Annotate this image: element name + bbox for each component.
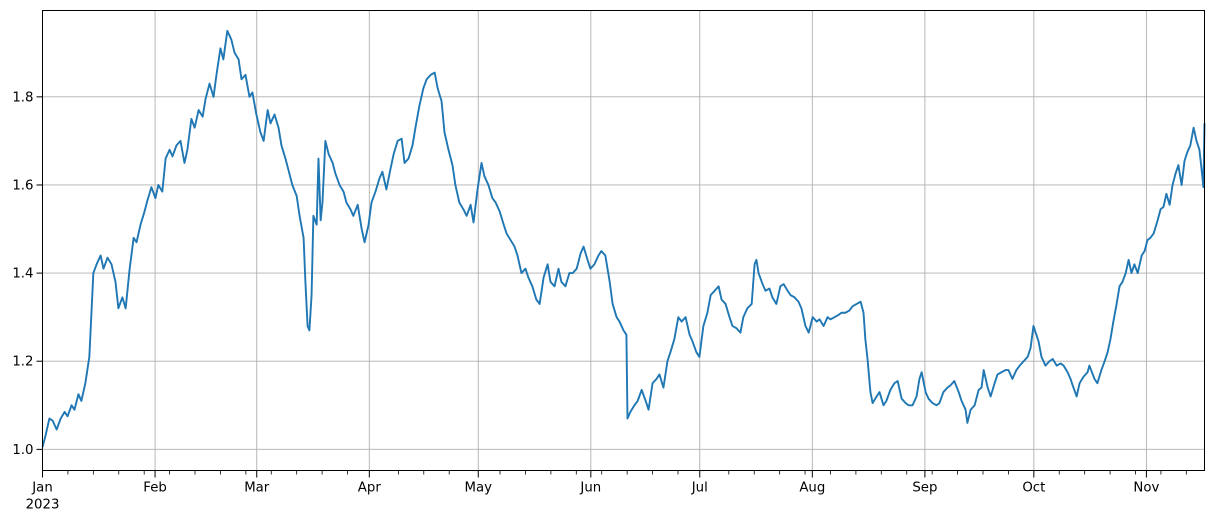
x-tick-label: Apr bbox=[358, 481, 382, 496]
plot-border bbox=[42, 10, 1205, 471]
x-tick-label: Mar bbox=[244, 481, 270, 496]
x-tick-label: Nov bbox=[1133, 481, 1159, 496]
x-tick-label: Jan bbox=[31, 481, 53, 496]
y-tick-label: 1.4 bbox=[12, 267, 33, 282]
x-tick-label: Jul bbox=[691, 481, 708, 496]
y-tick-label: 1.8 bbox=[12, 90, 33, 105]
y-tick-label: 1.6 bbox=[12, 178, 33, 193]
x-tick-label: Aug bbox=[799, 481, 825, 496]
x-tick-year-label: 2023 bbox=[26, 498, 60, 513]
x-tick-label: Oct bbox=[1022, 481, 1045, 496]
price-line bbox=[41, 29, 1206, 448]
y-tick-label: 1.2 bbox=[12, 355, 33, 370]
y-tick-label: 1.0 bbox=[12, 443, 33, 458]
x-tick-label: Sep bbox=[912, 481, 937, 496]
x-tick-label: Feb bbox=[143, 481, 167, 496]
x-tick-label: Jun bbox=[579, 481, 601, 496]
x-tick-label: May bbox=[465, 481, 493, 496]
